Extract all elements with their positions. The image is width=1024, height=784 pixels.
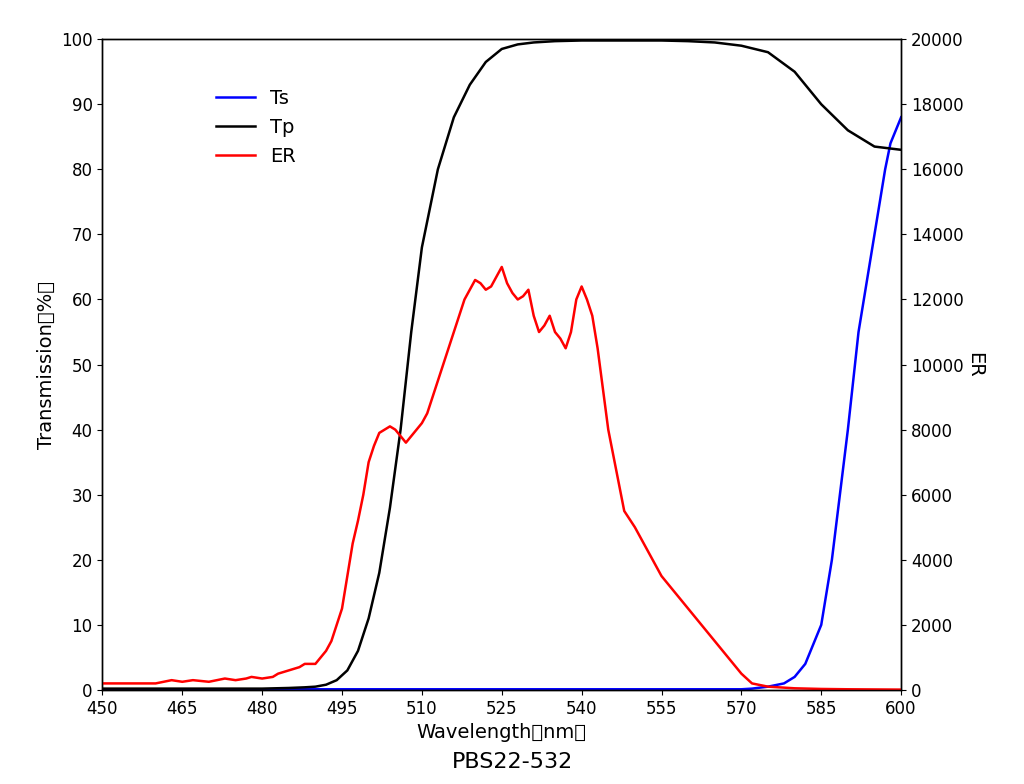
- Tp: [309, 682, 322, 691]
- Ts: [522, 684, 535, 694]
- ER: [442, 343, 455, 353]
- Tp: [416, 243, 428, 252]
- Ts: [229, 684, 242, 694]
- Ts: [176, 684, 188, 694]
- Ts: [852, 328, 864, 337]
- Y-axis label: Transmission（%）: Transmission（%）: [37, 281, 55, 448]
- Tp: [229, 684, 242, 693]
- Tp: [549, 36, 561, 45]
- Ts: [895, 113, 907, 122]
- Ts: [442, 684, 455, 694]
- Ts: [283, 684, 295, 694]
- Ts: [735, 684, 748, 694]
- Ts: [885, 139, 897, 148]
- Tp: [331, 676, 343, 685]
- Ts: [549, 684, 561, 694]
- Ts: [575, 684, 588, 694]
- Tp: [842, 125, 854, 135]
- Tp: [464, 80, 476, 89]
- Text: PBS22-532: PBS22-532: [452, 753, 572, 772]
- Ts: [799, 659, 811, 669]
- Tp: [709, 38, 721, 47]
- Tp: [479, 57, 492, 67]
- Tp: [319, 680, 332, 689]
- Tp: [394, 425, 407, 434]
- ER: [373, 428, 385, 437]
- Ts: [602, 684, 614, 694]
- Tp: [895, 145, 907, 154]
- Tp: [352, 646, 365, 655]
- Tp: [629, 36, 641, 45]
- Ts: [469, 684, 481, 694]
- Ts: [682, 684, 694, 694]
- Tp: [362, 614, 375, 623]
- Tp: [283, 684, 295, 693]
- ER: [895, 685, 907, 695]
- Line: Tp: Tp: [102, 41, 901, 688]
- Ts: [752, 684, 764, 693]
- Tp: [815, 100, 827, 109]
- Tp: [512, 40, 524, 49]
- Ts: [655, 684, 668, 694]
- Tp: [176, 684, 188, 693]
- Ts: [815, 620, 827, 630]
- Ts: [778, 679, 791, 688]
- Ts: [309, 684, 322, 694]
- Ts: [825, 555, 838, 564]
- Ts: [788, 672, 801, 681]
- Tp: [868, 142, 881, 151]
- Ts: [150, 684, 162, 694]
- Tp: [256, 684, 268, 693]
- ER: [96, 679, 109, 688]
- Tp: [299, 683, 311, 692]
- Tp: [373, 568, 385, 578]
- Line: Ts: Ts: [102, 118, 901, 689]
- Ts: [496, 684, 508, 694]
- Tp: [762, 48, 774, 57]
- Tp: [788, 67, 801, 77]
- Ts: [762, 682, 774, 691]
- Legend: Ts, Tp, ER: Ts, Tp, ER: [208, 82, 304, 173]
- Ts: [890, 125, 902, 135]
- Tp: [527, 38, 540, 47]
- ER: [357, 490, 370, 499]
- Tp: [150, 684, 162, 693]
- Ts: [709, 684, 721, 694]
- ER: [352, 516, 365, 525]
- Tp: [682, 36, 694, 45]
- Tp: [96, 684, 109, 693]
- X-axis label: Wavelength（nm）: Wavelength（nm）: [417, 723, 587, 742]
- Ts: [842, 425, 854, 434]
- Tp: [496, 44, 508, 53]
- ER: [496, 262, 508, 272]
- Ts: [123, 684, 135, 694]
- Tp: [575, 36, 588, 45]
- Ts: [203, 684, 215, 694]
- Tp: [123, 684, 135, 693]
- Tp: [655, 36, 668, 45]
- Tp: [447, 113, 460, 122]
- ER: [283, 666, 295, 675]
- Ts: [416, 684, 428, 694]
- Ts: [629, 684, 641, 694]
- ER: [788, 684, 801, 693]
- Ts: [868, 230, 881, 239]
- Ts: [96, 684, 109, 694]
- Ts: [879, 165, 891, 174]
- Line: ER: ER: [102, 267, 901, 690]
- Ts: [336, 684, 348, 694]
- Tp: [384, 503, 396, 513]
- Ts: [389, 684, 401, 694]
- Tp: [203, 684, 215, 693]
- Ts: [362, 684, 375, 694]
- Tp: [602, 36, 614, 45]
- Y-axis label: ER: ER: [966, 352, 984, 377]
- Tp: [341, 666, 353, 675]
- Tp: [735, 41, 748, 50]
- Ts: [256, 684, 268, 694]
- Tp: [406, 328, 418, 337]
- Tp: [432, 165, 444, 174]
- Ts: [745, 684, 758, 693]
